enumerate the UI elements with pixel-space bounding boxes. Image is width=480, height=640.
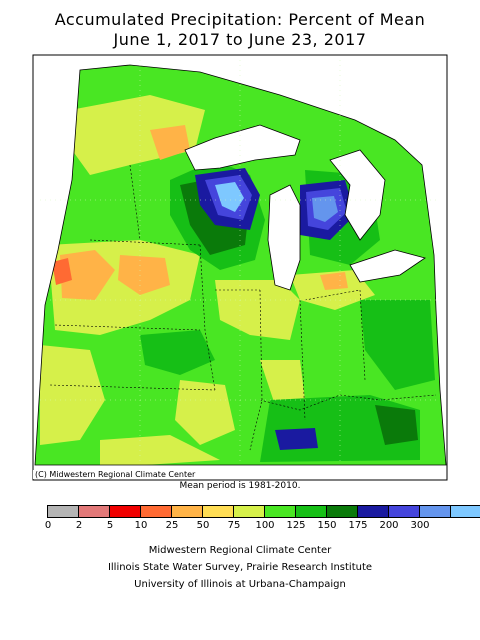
region-25-50 <box>320 272 348 290</box>
region-300-plus <box>215 182 244 212</box>
legend-swatch <box>141 506 172 517</box>
credit-line-1: Midwestern Regional Climate Center <box>148 545 332 556</box>
legend-tick-label: 0 <box>44 520 52 531</box>
legend-tick-label: 125 <box>286 520 306 531</box>
legend-tick-label: 5 <box>106 520 114 531</box>
legend-swatch <box>296 506 327 517</box>
credit-line-3: University of Illinois at Urbana-Champai… <box>134 579 346 590</box>
lake-huron <box>329 149 386 241</box>
legend-tick-label: 2 <box>75 520 83 531</box>
color-legend <box>47 505 480 518</box>
region-125-150 <box>140 330 215 375</box>
legend-swatch <box>79 506 110 517</box>
region-75-100 <box>260 360 305 405</box>
mean-period-note: Mean period is 1981-2010. <box>179 481 301 491</box>
legend-swatch <box>234 506 265 517</box>
legend-tick-label: 25 <box>165 520 179 531</box>
legend-tick-label: 10 <box>134 520 148 531</box>
region-25-50 <box>118 255 170 295</box>
legend-swatch <box>203 506 234 517</box>
credit-line-2: Illinois State Water Survey, Prairie Res… <box>107 562 373 573</box>
copyright-note: (C) Midwestern Regional Climate Center <box>33 470 198 479</box>
map-title: Accumulated Precipitation: Percent of Me… <box>54 10 426 29</box>
legend-ticks: 0 2 5 10 25 50 75 100 125 150 175 200 300 <box>0 520 480 534</box>
region-outline <box>34 64 447 466</box>
region-175-200 <box>275 428 318 450</box>
region-300-plus <box>312 196 338 222</box>
legend-swatch <box>389 506 420 517</box>
legend-tick-label: 175 <box>348 520 368 531</box>
legend-tick-label: 50 <box>196 520 210 531</box>
legend-swatch <box>451 506 480 517</box>
legend-swatch <box>420 506 451 517</box>
legend-tick-label: 75 <box>227 520 241 531</box>
region-25-50 <box>150 125 190 160</box>
lake-michigan <box>267 184 301 291</box>
legend-swatch <box>172 506 203 517</box>
lake-erie <box>349 249 426 283</box>
legend-swatch <box>358 506 389 517</box>
region-75-100 <box>40 345 105 445</box>
region-75-100 <box>175 380 235 445</box>
state-boundaries <box>49 164 437 451</box>
legend-swatch <box>110 506 141 517</box>
map-date-range: June 1, 2017 to June 23, 2017 <box>113 30 367 49</box>
lake-superior <box>184 124 301 171</box>
region-75-100 <box>215 280 300 340</box>
region-75-100 <box>100 435 220 465</box>
legend-tick-label: 150 <box>317 520 337 531</box>
legend-swatch <box>48 506 79 517</box>
legend-tick-label: 100 <box>255 520 275 531</box>
legend-swatch <box>327 506 358 517</box>
region-125-150 <box>360 300 435 390</box>
graticule <box>40 60 440 465</box>
region-75-100 <box>290 270 375 310</box>
legend-tick-label: 200 <box>379 520 399 531</box>
legend-swatch <box>265 506 296 517</box>
region-10-25 <box>52 258 72 285</box>
region-25-50 <box>60 250 115 300</box>
legend-tick-label: 300 <box>410 520 430 531</box>
region-150-175 <box>375 405 418 445</box>
